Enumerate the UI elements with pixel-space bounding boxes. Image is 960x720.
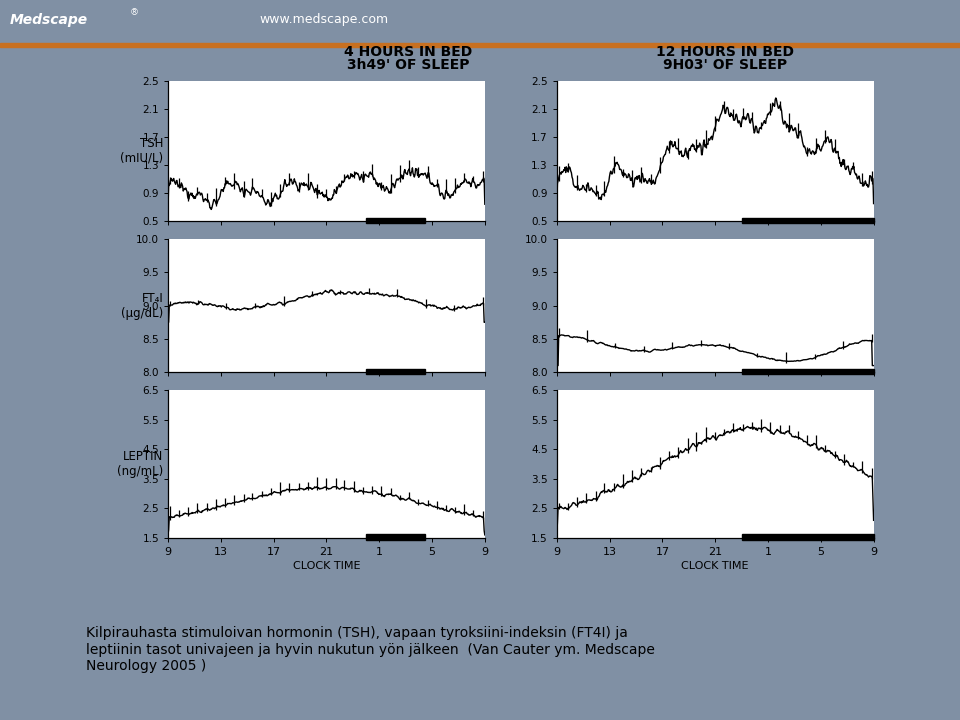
Bar bbox=[741, 534, 874, 540]
Text: www.medscape.com: www.medscape.com bbox=[259, 13, 389, 26]
Bar bbox=[741, 369, 874, 374]
Text: Kilpirauhasta stimuloivan hormonin (TSH), vapaan tyroksiini-indeksin (FT4I) ja
l: Kilpirauhasta stimuloivan hormonin (TSH)… bbox=[86, 626, 656, 672]
Text: 3h49' OF SLEEP: 3h49' OF SLEEP bbox=[347, 58, 469, 72]
X-axis label: CLOCK TIME: CLOCK TIME bbox=[682, 561, 749, 571]
X-axis label: CLOCK TIME: CLOCK TIME bbox=[293, 561, 360, 571]
Text: TSH
(mIU/L): TSH (mIU/L) bbox=[120, 137, 163, 165]
Text: LEPTIN
(ng/mL): LEPTIN (ng/mL) bbox=[117, 450, 163, 478]
Bar bbox=[366, 369, 425, 374]
Bar bbox=[741, 217, 874, 223]
Text: 4 HOURS IN BED: 4 HOURS IN BED bbox=[344, 45, 472, 59]
Text: 12 HOURS IN BED: 12 HOURS IN BED bbox=[656, 45, 794, 59]
Bar bbox=[366, 217, 425, 223]
Text: Medscape: Medscape bbox=[10, 13, 87, 27]
Bar bbox=[366, 534, 425, 540]
Text: ®: ® bbox=[130, 9, 138, 17]
Text: FT₄I
(μg/dL): FT₄I (μg/dL) bbox=[121, 292, 163, 320]
Text: 9H03' OF SLEEP: 9H03' OF SLEEP bbox=[662, 58, 787, 72]
Bar bbox=[0, 43, 960, 47]
